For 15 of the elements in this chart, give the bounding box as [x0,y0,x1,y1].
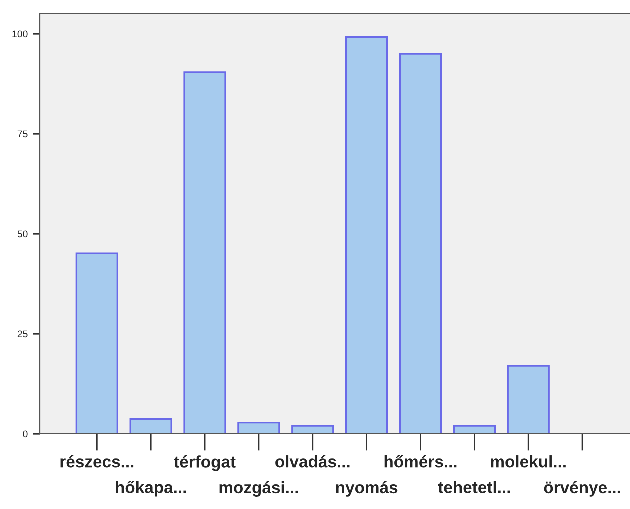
x-tick-label: örvénye... [544,481,620,497]
x-tick-label: nyomás [336,481,398,497]
x-tick-label: olvadás... [276,455,350,468]
x-tick-label: molekul... [491,456,566,468]
x-tick-label: hőmérs... [384,455,457,468]
x-tick-label: hőkapa... [116,481,186,497]
x-tick-label: térfogat [174,456,236,472]
y-tick-label: 75 [18,130,28,138]
x-tick-label: mozgási... [220,481,298,497]
x-tick-label: részecs... [60,455,134,468]
x-tick-label: tehetetl... [438,481,510,494]
y-tick-label: 100 [12,30,28,38]
y-tick-label: 25 [18,330,28,338]
y-tick-label: 0 [23,430,28,438]
y-tick-label: 50 [18,230,28,238]
